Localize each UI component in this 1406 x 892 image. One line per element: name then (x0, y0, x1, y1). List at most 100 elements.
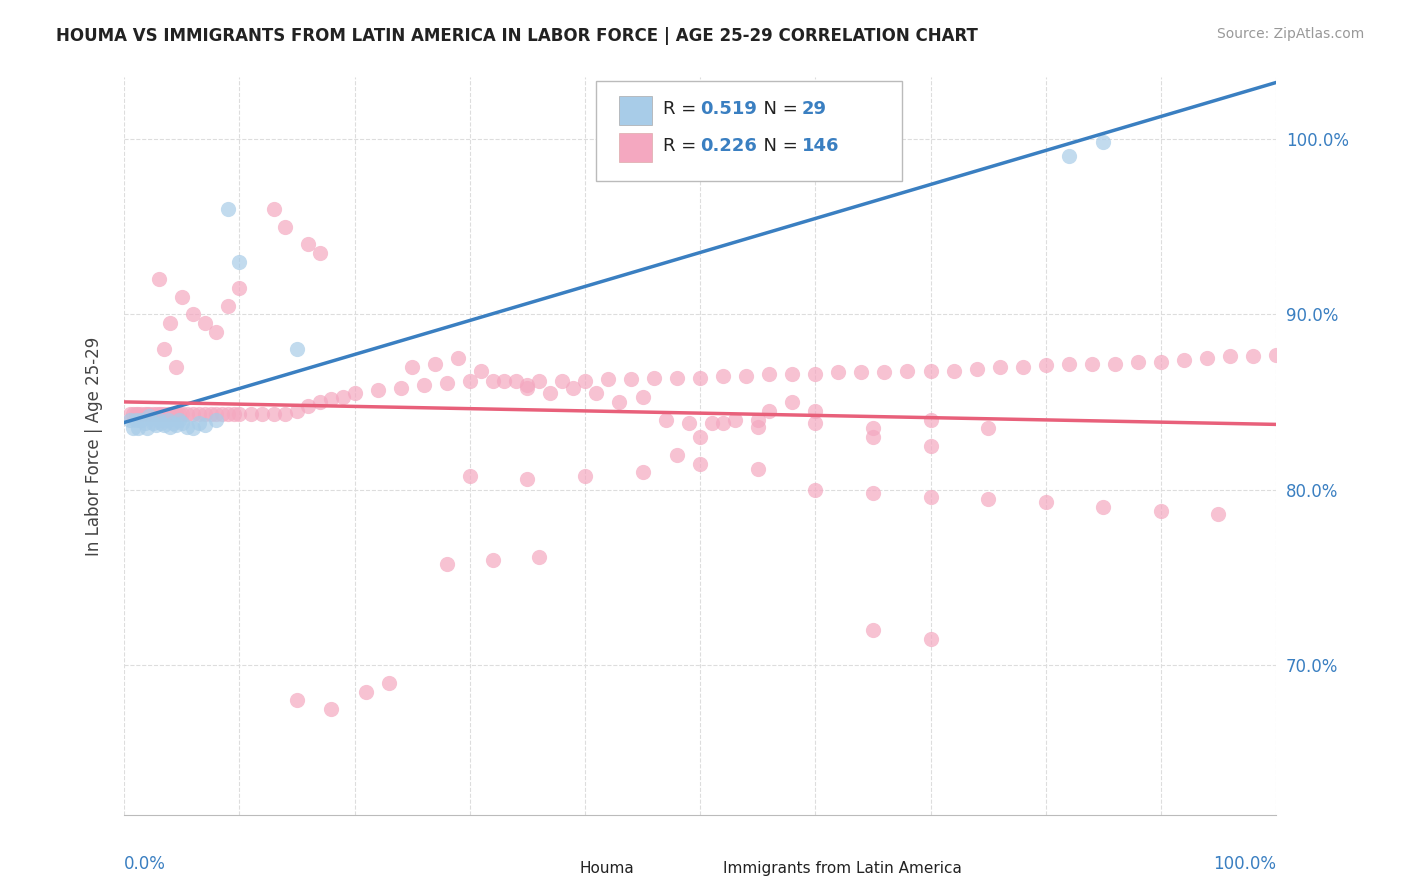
Point (481, 374, 503, 388)
Point (127, 408, 149, 422)
Point (169, 408, 191, 422)
Point (862, 486, 884, 500)
Point (1265, 348, 1288, 362)
Point (176, 408, 198, 422)
Point (194, 417, 217, 432)
Point (136, 408, 159, 422)
Point (1104, 357, 1126, 371)
Point (343, 386, 366, 401)
Point (436, 557, 458, 571)
Point (309, 395, 332, 409)
Point (747, 419, 769, 434)
Point (194, 408, 217, 422)
Point (780, 367, 803, 381)
Point (458, 374, 481, 388)
Point (1195, 351, 1218, 366)
Point (920, 439, 942, 453)
Point (966, 361, 988, 376)
Point (1035, 495, 1057, 509)
Point (1035, 358, 1057, 372)
Point (609, 395, 631, 409)
Point (156, 408, 179, 422)
Point (159, 408, 181, 422)
Point (689, 370, 711, 384)
Point (150, 408, 173, 422)
Point (920, 363, 942, 377)
FancyBboxPatch shape (550, 858, 574, 881)
Point (596, 372, 619, 386)
Point (217, 299, 239, 313)
Point (153, 417, 176, 432)
Point (942, 363, 965, 377)
Point (205, 325, 228, 339)
Point (1241, 350, 1264, 364)
Point (162, 408, 184, 422)
Point (735, 368, 758, 383)
FancyBboxPatch shape (620, 95, 652, 126)
Point (228, 408, 250, 422)
Point (527, 549, 550, 564)
Point (516, 472, 538, 486)
Point (977, 491, 1000, 506)
Point (124, 408, 146, 422)
Point (401, 359, 423, 374)
Point (181, 408, 204, 422)
Point (263, 202, 285, 216)
Point (309, 246, 332, 260)
Point (131, 412, 153, 426)
Point (804, 483, 827, 497)
Point (367, 383, 389, 397)
Point (165, 408, 187, 422)
Point (920, 412, 942, 426)
Point (700, 416, 723, 430)
Y-axis label: In Labor Force | Age 25-29: In Labor Force | Age 25-29 (86, 336, 103, 556)
Point (585, 386, 607, 401)
Text: 0.226: 0.226 (700, 137, 756, 155)
Point (153, 343, 176, 357)
Point (156, 412, 179, 426)
Point (538, 386, 561, 401)
Point (188, 416, 211, 430)
Text: N =: N = (752, 100, 803, 118)
Point (205, 412, 228, 426)
Point (747, 462, 769, 476)
Point (1081, 357, 1104, 371)
Point (285, 343, 308, 357)
Point (170, 408, 193, 422)
Point (222, 408, 245, 422)
Point (170, 416, 193, 430)
Point (425, 357, 447, 371)
Point (1208, 508, 1230, 522)
Point (389, 381, 412, 395)
Text: Source: ZipAtlas.com: Source: ZipAtlas.com (1216, 27, 1364, 41)
Point (169, 412, 191, 426)
Point (1057, 357, 1080, 371)
Point (211, 408, 233, 422)
Point (804, 404, 827, 418)
Text: 146: 146 (801, 137, 839, 155)
Point (138, 408, 160, 422)
Point (1150, 355, 1173, 369)
Point (124, 412, 146, 426)
Point (1150, 504, 1173, 518)
Text: Houma: Houma (579, 861, 634, 876)
Point (321, 392, 343, 406)
Point (862, 430, 884, 444)
Point (711, 416, 734, 430)
Text: N =: N = (752, 137, 803, 155)
Point (780, 395, 803, 409)
FancyBboxPatch shape (596, 81, 901, 181)
Point (321, 702, 343, 716)
Point (494, 374, 516, 388)
Point (122, 421, 145, 435)
Point (1092, 500, 1115, 515)
Point (412, 377, 434, 392)
Point (689, 430, 711, 444)
Point (505, 374, 527, 388)
Point (122, 408, 145, 422)
Point (148, 412, 170, 426)
Point (297, 237, 319, 252)
Point (142, 416, 165, 430)
Point (150, 416, 173, 430)
Point (516, 377, 538, 392)
